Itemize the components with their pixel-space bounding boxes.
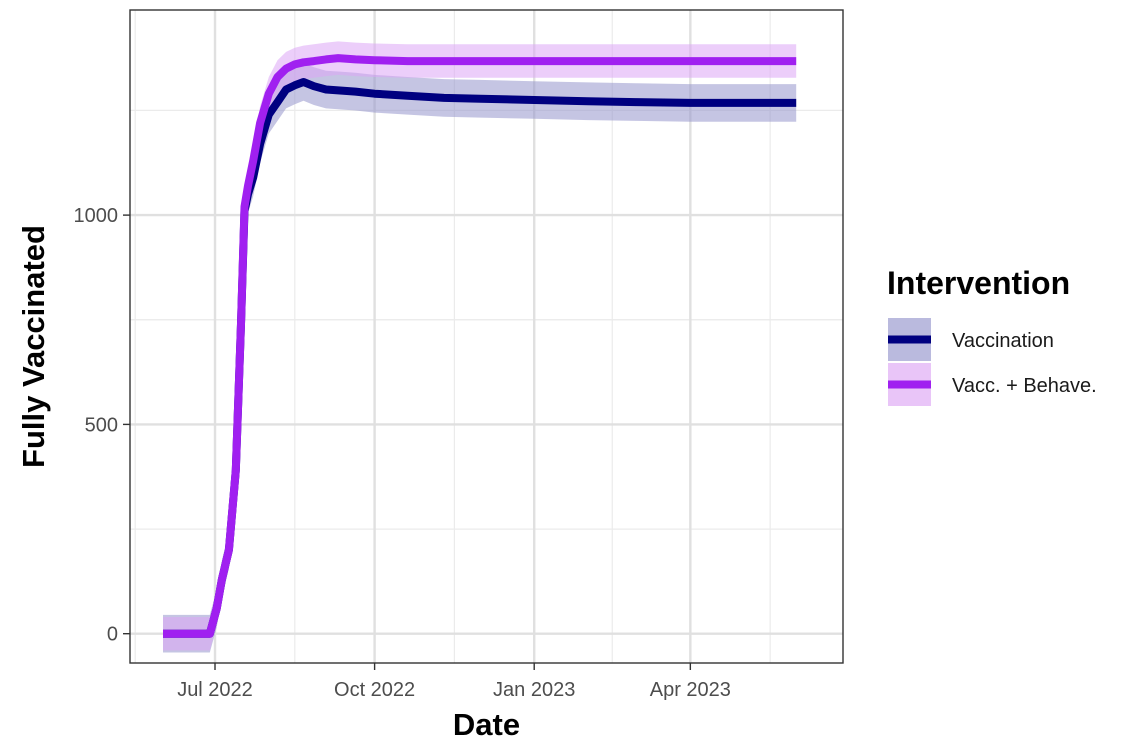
x-tick-label: Jul 2022 (177, 679, 253, 701)
series-line-1 (163, 78, 797, 638)
y-tick-label: 500 (85, 414, 118, 436)
legend-title: Intervention (887, 265, 1070, 301)
plot-panel-border (129, 9, 844, 664)
legend-item-1: Vaccination (888, 318, 1054, 361)
legend-item-2: Vacc. + Behave. (888, 363, 1097, 406)
y-tick-label: 0 (107, 624, 118, 646)
axis-ticks: Jul 2022 Oct 2022 Jan 2023 Apr 2023 0 500 1000 (74, 205, 731, 701)
x-tick-label: Apr 2023 (650, 679, 731, 701)
series-lines (163, 54, 797, 638)
x-tick-label: Oct 2022 (334, 679, 415, 701)
y-axis-title: Fully Vaccinated (16, 225, 51, 468)
x-axis-title: Date (453, 707, 520, 742)
y-tick-label: 1000 (74, 205, 119, 227)
legend: Intervention Vaccination Vacc. + Behave. (887, 265, 1097, 406)
legend-items: Vaccination Vacc. + Behave. (888, 318, 1097, 406)
legend-label: Vaccination (952, 330, 1054, 352)
x-tick-label: Jan 2023 (493, 679, 575, 701)
grid (130, 10, 843, 663)
series-line-2 (163, 54, 797, 638)
legend-label: Vacc. + Behave. (952, 375, 1097, 397)
